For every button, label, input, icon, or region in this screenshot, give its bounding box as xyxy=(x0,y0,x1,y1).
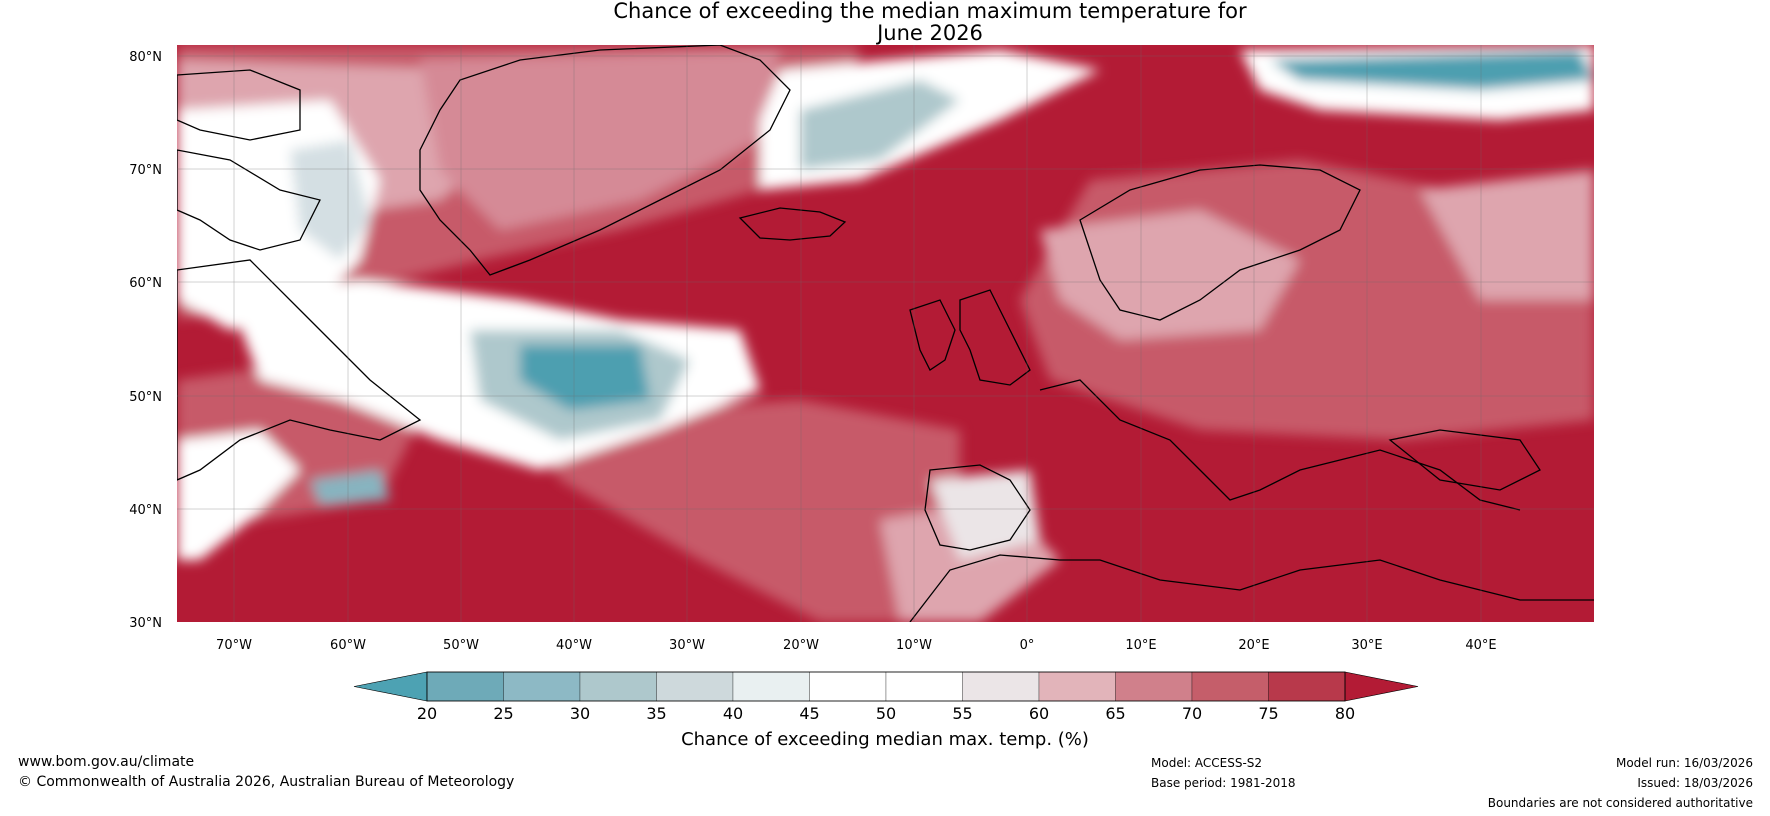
lon-label: 50°W xyxy=(443,638,479,653)
colorbar-tick-label: 35 xyxy=(646,704,666,723)
base-period-text: Base period: 1981-2018 xyxy=(1151,776,1296,790)
lon-label: 40°E xyxy=(1465,638,1496,653)
scandinavia-outline xyxy=(1079,164,1361,321)
lat-label: 70°N xyxy=(129,163,162,178)
colorbar-tick-label: 60 xyxy=(1029,704,1049,723)
colorbar-segment xyxy=(1115,671,1193,702)
colorbar-segment xyxy=(503,671,581,702)
colorbar-tick-label: 30 xyxy=(570,704,590,723)
model-run-text: Model run: 16/03/2026 xyxy=(1615,756,1753,770)
lon-label: 20°W xyxy=(783,638,819,653)
colorbar-segment xyxy=(732,671,810,702)
lat-label: 50°N xyxy=(129,390,162,405)
colorbar-segment xyxy=(809,671,887,702)
lon-label: 0° xyxy=(1020,638,1035,653)
colorbar-ticks: 20 25 30 35 40 45 50 55 60 65 70 75 80 xyxy=(417,704,1355,723)
colorbar-tick-label: 75 xyxy=(1258,704,1278,723)
colorbar-segment xyxy=(885,671,963,702)
region-strong-cool-barents xyxy=(1270,50,1594,90)
colorbar-outline xyxy=(426,671,1346,702)
labrador-outline xyxy=(177,259,422,481)
iceland-outline xyxy=(738,207,847,241)
region-neutral-iberia xyxy=(930,470,1040,560)
colorbar-extend-max xyxy=(1344,671,1419,702)
colorbar-segment xyxy=(1191,671,1269,702)
arctic-islands-outline xyxy=(177,69,301,141)
colorbar-tick-label: 45 xyxy=(799,704,819,723)
colorbar-label: Chance of exceeding median max. temp. (%… xyxy=(681,729,1089,750)
probability-field xyxy=(177,45,1594,622)
lon-label: 60°W xyxy=(330,638,366,653)
colorbar-segment xyxy=(1268,671,1346,702)
baffin-outline xyxy=(177,149,321,251)
colorbar-segment xyxy=(426,671,504,702)
black-sea-outline xyxy=(1388,429,1541,491)
iberia-outline xyxy=(924,464,1031,551)
colorbar-tick-label: 65 xyxy=(1105,704,1125,723)
chart-title-line2: June 2026 xyxy=(877,21,983,45)
lon-label: 40°W xyxy=(556,638,592,653)
colorbar-segment xyxy=(962,671,1040,702)
colorbar-tick-label: 20 xyxy=(417,704,437,723)
website-text: www.bom.gov.au/climate xyxy=(18,754,195,770)
lat-label: 80°N xyxy=(129,50,162,65)
north-africa-coast xyxy=(909,554,1594,622)
lon-label: 10°E xyxy=(1125,638,1156,653)
lat-label: 30°N xyxy=(129,616,162,631)
colorbar-segment xyxy=(1038,671,1116,702)
region-strong-cool-mid-atlantic xyxy=(520,345,650,410)
lon-label: 20°E xyxy=(1238,638,1269,653)
lat-label: 60°N xyxy=(129,276,162,291)
lat-label: 40°N xyxy=(129,503,162,518)
longitude-labels: 70°W 60°W 50°W 40°W 30°W 20°W 10°W 0° 10… xyxy=(216,638,1497,653)
region-warm-east-atlantic xyxy=(520,400,960,622)
region-light-warm-scandinavia xyxy=(1040,210,1300,340)
colorbar-tick-label: 50 xyxy=(876,704,896,723)
colorbar xyxy=(353,671,1419,702)
colorbar-tick-label: 80 xyxy=(1335,704,1355,723)
issued-text: Issued: 18/03/2026 xyxy=(1637,776,1753,790)
lon-label: 30°W xyxy=(669,638,705,653)
colorbar-tick-label: 70 xyxy=(1182,704,1202,723)
region-neutral-us-northeast xyxy=(177,430,300,560)
colorbar-extend-min xyxy=(353,671,428,702)
colorbar-segment xyxy=(656,671,734,702)
colorbar-segment xyxy=(579,671,657,702)
graticule xyxy=(177,45,1594,622)
colorbar-tick-label: 55 xyxy=(952,704,972,723)
lon-label: 10°W xyxy=(896,638,932,653)
copyright-text: © Commonwealth of Australia 2026, Austra… xyxy=(18,774,515,790)
colorbar-tick-label: 25 xyxy=(493,704,513,723)
chart-title-line1: Chance of exceeding the median maximum t… xyxy=(613,0,1247,23)
region-light-warm-greenland xyxy=(420,50,780,230)
region-light-warm-russia xyxy=(1420,170,1594,300)
lon-label: 30°E xyxy=(1351,638,1382,653)
great-britain-outline xyxy=(959,289,1031,386)
europe-south-coast xyxy=(1039,379,1521,511)
disclaimer-text: Boundaries are not considered authoritat… xyxy=(1487,796,1753,810)
coastlines xyxy=(177,45,1594,622)
latitude-labels: 80°N 70°N 60°N 50°N 40°N 30°N xyxy=(129,50,162,631)
region-light-cool-baffin xyxy=(290,140,370,260)
region-cool-us-east xyxy=(310,470,390,505)
model-text: Model: ACCESS-S2 xyxy=(1151,756,1263,770)
colorbar-tick-label: 40 xyxy=(723,704,743,723)
ireland-outline xyxy=(909,299,956,371)
lon-label: 70°W xyxy=(216,638,252,653)
region-cool-greenland-sea xyxy=(800,80,960,170)
greenland-outline xyxy=(419,45,791,276)
